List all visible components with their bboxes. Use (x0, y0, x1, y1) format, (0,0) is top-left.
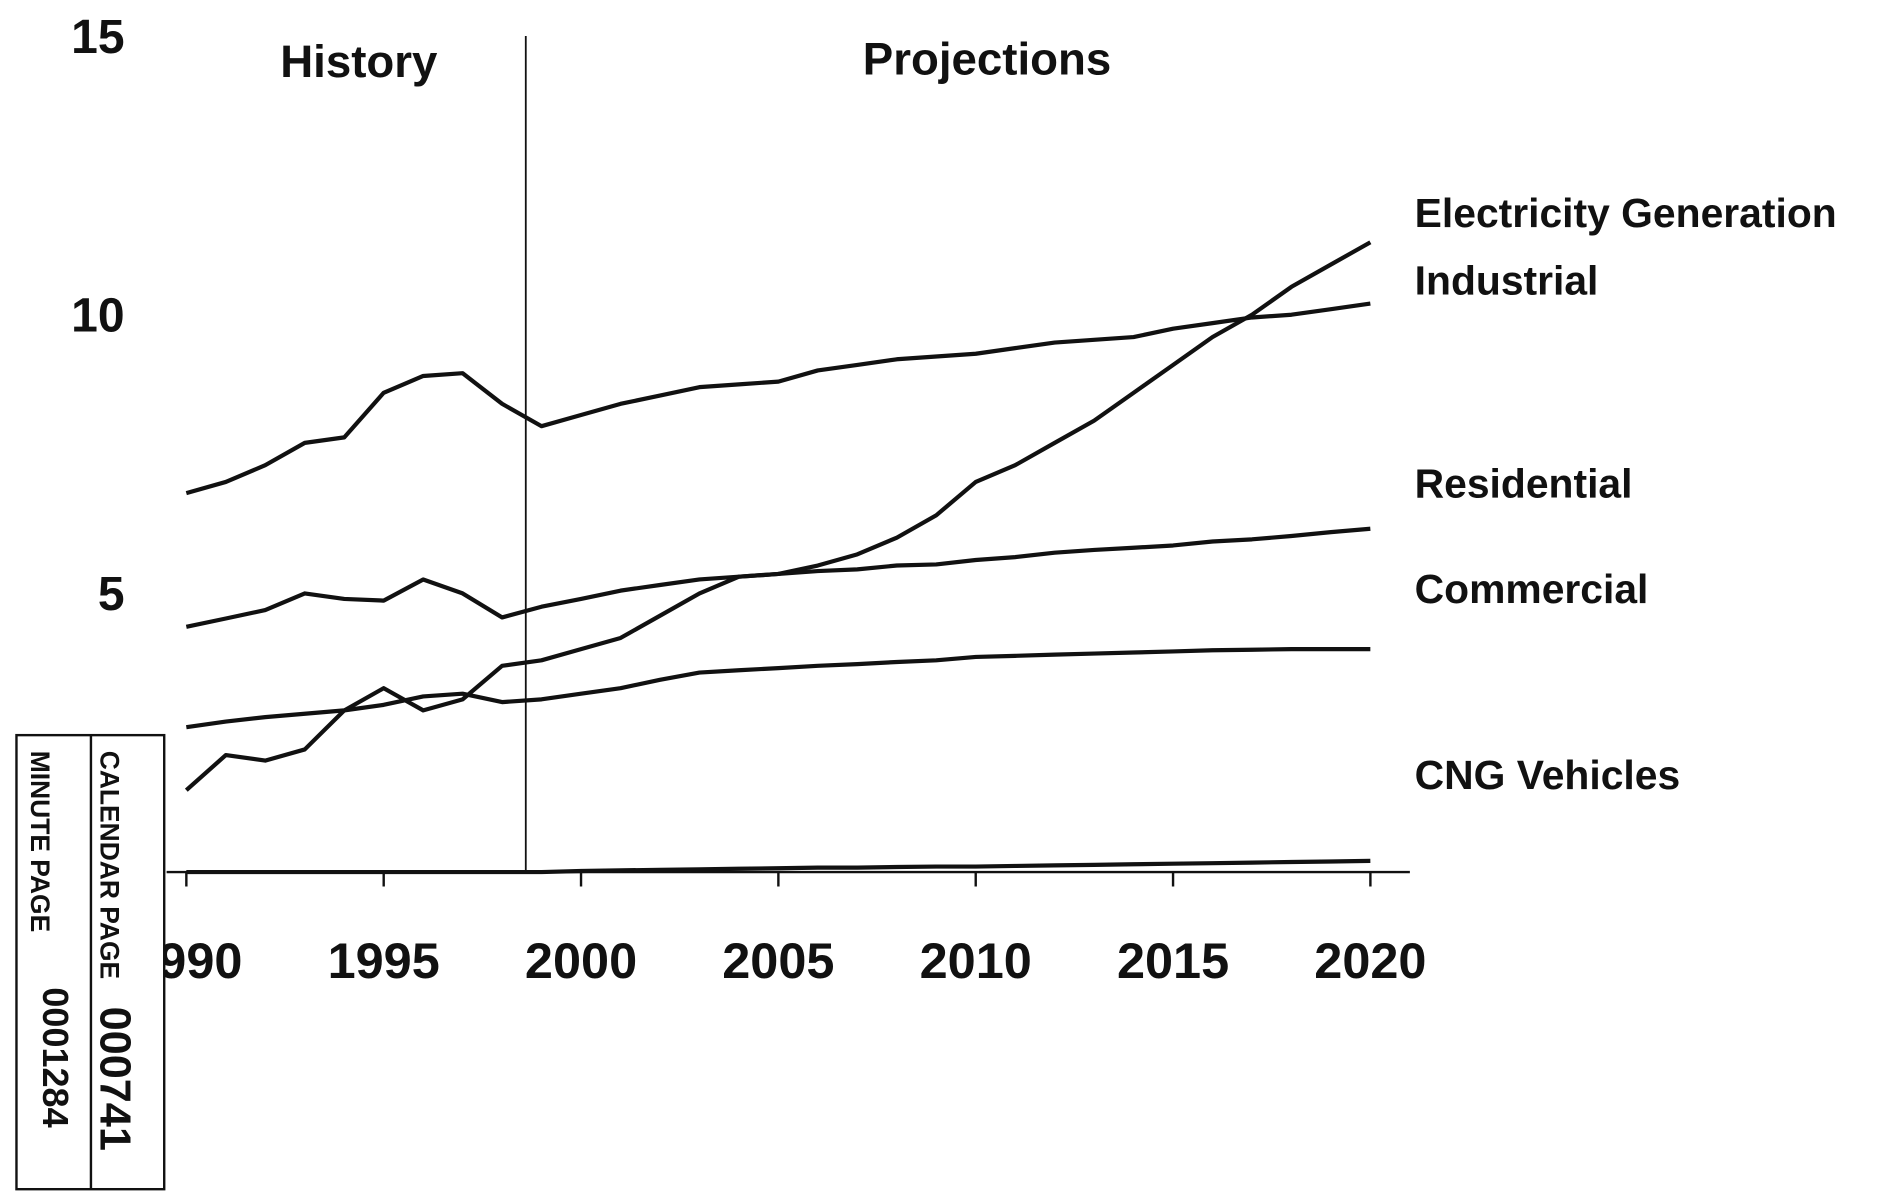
minute-number: 0001284 (35, 987, 76, 1127)
x-tick-label: 2010 (920, 932, 1032, 989)
stamp: MINUTE PAGE 0001284 CALENDAR PAGE 000741 (15, 733, 166, 1191)
calendar-label: CALENDAR PAGE (95, 751, 125, 979)
series-line (185, 301, 1371, 496)
series-label: Industrial (1415, 257, 1599, 303)
series-line (186, 647, 1371, 730)
series-line (186, 858, 1371, 875)
series-label: Residential (1415, 460, 1633, 506)
minute-label: MINUTE PAGE (25, 751, 55, 932)
calendar-number: 000741 (91, 1007, 139, 1151)
x-tick-label: 2020 (1314, 932, 1426, 989)
series-line (185, 526, 1371, 629)
x-tick-label: 1995 (328, 932, 440, 989)
x-tick-label: 2005 (722, 932, 834, 989)
y-tick-label: 15 (71, 11, 124, 64)
projections-label: Projections (863, 33, 1111, 84)
y-tick-label: 5 (98, 568, 125, 621)
series-label: Electricity Generation (1415, 190, 1837, 236)
x-tick-label: 2015 (1117, 932, 1229, 989)
series-label: Commercial (1415, 566, 1649, 612)
y-tick-label: 10 (71, 290, 124, 343)
series-label: CNG Vehicles (1415, 752, 1681, 798)
x-tick-label: 2000 (525, 932, 637, 989)
history-label: History (280, 36, 438, 87)
